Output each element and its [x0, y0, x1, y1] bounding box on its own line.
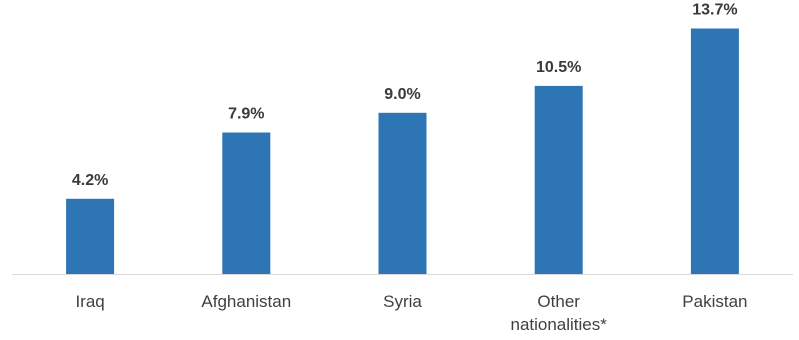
data-label-0: 4.2%	[72, 172, 108, 189]
bar-3	[534, 85, 583, 275]
bars-group	[66, 28, 739, 275]
bar-2	[378, 112, 427, 275]
data-label-4: 13.7%	[692, 2, 737, 19]
tick-label-4: Pakistan	[682, 292, 747, 311]
bar-1	[222, 132, 271, 274]
data-label-2: 9.0%	[384, 86, 420, 103]
tick-labels-group: Iraq Afghanistan Syria Other nationalities* P…	[75, 292, 747, 334]
tick-label-line: Iraq	[75, 292, 104, 311]
tick-label-line: nationalities*	[510, 315, 607, 334]
tick-label-0: Iraq	[75, 292, 104, 311]
data-label-1: 7.9%	[228, 106, 264, 123]
data-label-3: 10.5%	[536, 59, 581, 76]
tick-label-line: Pakistan	[682, 292, 747, 311]
data-labels-group: 4.2% 7.9% 9.0% 10.5% 13.7%	[72, 2, 738, 189]
tick-label-line: Syria	[383, 292, 422, 311]
tick-label-1: Afghanistan	[201, 292, 291, 311]
tick-label-line: Afghanistan	[201, 292, 291, 311]
tick-label-3: Other nationalities*	[510, 292, 607, 334]
tick-label-2: Syria	[383, 292, 422, 311]
bar-0	[66, 198, 115, 275]
bar-4	[690, 28, 739, 274]
tick-label-line: Other	[537, 292, 580, 311]
